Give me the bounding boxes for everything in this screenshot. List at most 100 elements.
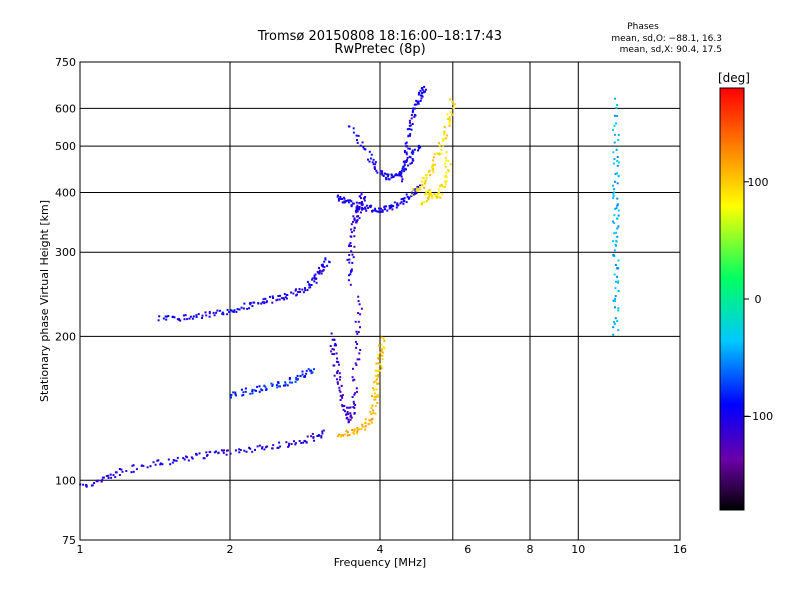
data-point [353,432,355,435]
data-point [258,444,261,447]
data-point [417,100,420,103]
data-point [424,193,427,196]
data-point [374,161,377,164]
data-point [383,206,386,209]
data-point [434,193,437,196]
data-point [114,476,117,479]
data-point [433,153,436,156]
data-point [338,386,341,389]
data-point [302,441,305,444]
data-point [112,474,115,477]
data-point [321,430,324,433]
data-point [408,119,411,122]
data-point [442,138,445,141]
data-point [215,311,218,314]
data-point [374,405,377,407]
data-point [378,369,381,372]
data-point [377,373,380,376]
y-tick-label: 500 [55,140,76,153]
data-point [183,458,186,461]
data-point [328,261,331,264]
data-point [440,152,443,155]
data-point [391,208,394,211]
data-point [182,457,185,460]
data-point [353,218,356,221]
data-point [260,302,263,305]
data-point [378,207,380,210]
data-point [318,269,321,272]
data-point [320,435,323,437]
data-point [332,348,335,351]
data-point [617,281,619,284]
data-point [335,352,338,355]
data-point [612,196,615,199]
data-point [372,158,375,161]
data-point [304,287,306,290]
data-point [157,319,160,322]
data-point [364,207,367,210]
data-point [305,369,308,372]
data-point [336,381,339,384]
data-point [365,424,367,427]
data-point [614,207,617,210]
data-point [283,298,286,301]
data-point [374,380,377,383]
data-point [299,375,302,378]
data-point [614,263,617,266]
data-point [429,193,432,196]
data-point [443,175,446,178]
data-point [222,313,225,316]
data-point [191,457,194,460]
data-point [350,250,353,253]
data-point [445,174,447,177]
data-point [195,453,198,456]
data-point [616,156,619,158]
data-point [382,175,385,177]
data-point [446,113,449,116]
data-point [423,182,426,185]
data-point [393,201,396,204]
data-point [426,190,429,193]
data-point [242,394,245,396]
data-point [415,189,418,192]
data-point [340,384,343,387]
y-tick-label: 750 [55,56,76,69]
data-point [403,161,406,164]
data-point [356,141,359,144]
data-point [392,205,395,208]
data-point [617,209,620,212]
data-point [371,404,374,407]
data-point [186,318,189,321]
data-point [445,151,448,154]
data-point [297,291,300,293]
data-point [176,456,179,459]
data-point [356,332,359,335]
data-point [375,362,378,365]
data-point [412,107,415,110]
data-point [351,396,354,398]
data-point [374,369,377,372]
data-point [614,306,616,309]
data-point [355,346,358,349]
data-point [356,358,359,361]
data-point [100,480,103,483]
data-point [288,381,291,384]
data-point [444,156,447,159]
data-point [318,434,321,437]
data-point [159,462,162,465]
data-point [364,206,367,209]
data-point [371,387,374,389]
data-point [107,474,110,477]
data-point [396,174,399,177]
data-point [403,164,406,167]
data-point [286,384,289,387]
data-point [355,330,358,333]
data-point [125,470,128,472]
data-point [612,162,615,165]
data-point [342,434,344,437]
data-point [452,107,455,109]
data-point [356,343,359,345]
y-tick-label: 300 [55,246,76,259]
data-point [348,243,351,246]
data-point [197,313,200,316]
